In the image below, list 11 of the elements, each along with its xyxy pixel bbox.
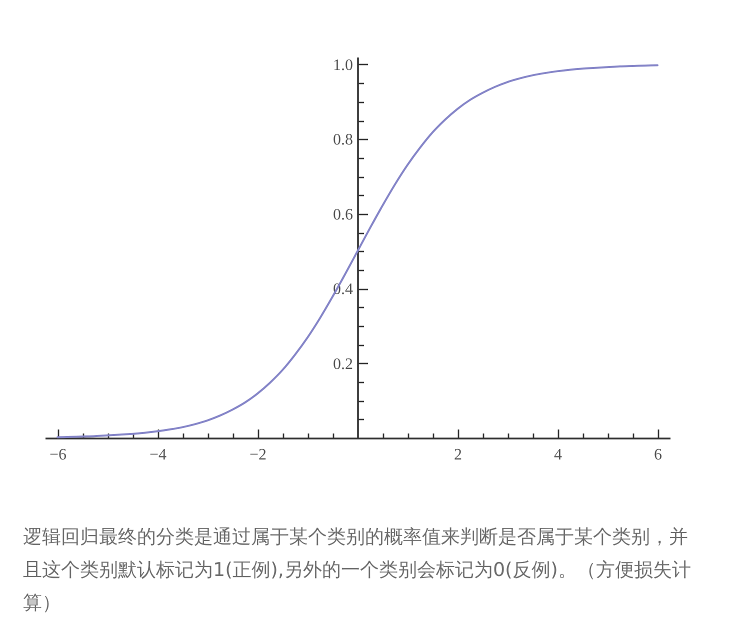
y-tick-label: 0.8: [333, 132, 353, 149]
y-tick-label: 0.2: [333, 356, 353, 373]
y-tick-label: 0.6: [333, 206, 353, 224]
x-tick-label: 6: [654, 446, 662, 464]
y-tick-label: 1.0: [333, 56, 353, 74]
text: 逻辑回归最终的分类是通过属于某个类别的概率值来判断是否属于某个类别，并且这个类别默认标记为1(正例),另外的一个类别会标记为0(反例)。（方便损失计算）: [23, 526, 691, 614]
x-tick-label: 4: [554, 446, 562, 464]
x-tick-label: −6: [49, 446, 67, 464]
x-tick-label: 2: [454, 446, 462, 464]
x-tick-label: −2: [249, 446, 267, 464]
x-tick-label: −4: [149, 446, 167, 464]
